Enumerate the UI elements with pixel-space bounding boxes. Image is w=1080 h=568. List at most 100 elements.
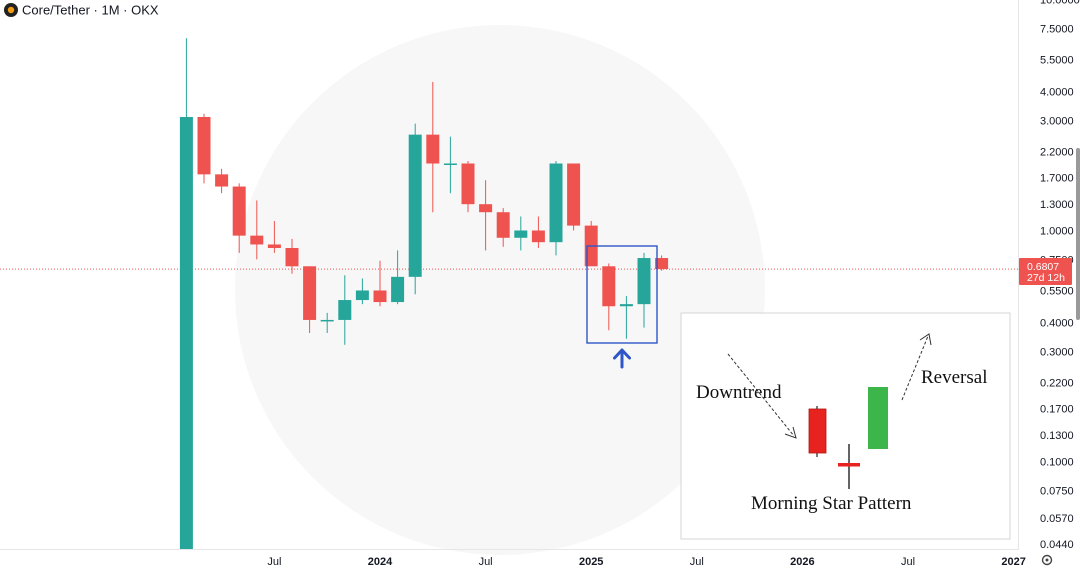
y-tick-label: 0.1000 (1040, 457, 1074, 469)
candle-body (250, 235, 264, 245)
y-axis: 10.0000 7.5000 5.5000 4.0000 3.0000 2.2000 1.7… (1040, 0, 1080, 551)
candle-body (637, 258, 651, 305)
candle-body (232, 186, 246, 236)
candle-2024-05 (443, 136, 457, 194)
highlight-box (586, 245, 658, 344)
candle-2024-01 (373, 260, 387, 307)
candle-body (303, 266, 317, 320)
y-tick-label: 0.3000 (1040, 346, 1074, 358)
price-badge-value: 0.6807 (1027, 261, 1059, 273)
candle-body (408, 134, 422, 277)
candle-body (567, 163, 581, 226)
y-tick-label: 0.0440 (1040, 539, 1074, 551)
downtrend-arrow-line (727, 353, 795, 437)
label-morning-star-pattern: Morning Star Pattern (751, 493, 912, 514)
y-tick-label: 1.3000 (1040, 199, 1074, 211)
candle-body (443, 163, 457, 166)
candles (179, 38, 669, 549)
y-tick-label: 0.2200 (1040, 377, 1074, 389)
label-downtrend: Downtrend (696, 382, 782, 403)
y-tick-label: 0.1300 (1040, 430, 1074, 442)
candle-2024-07 (479, 180, 493, 251)
candle-body (426, 134, 440, 164)
candle-body (320, 319, 334, 322)
x-tick-label: Jul (479, 556, 493, 568)
candle-body (355, 290, 369, 301)
x-tick-label: 2027 (1001, 556, 1025, 568)
candle-2024-12 (567, 163, 581, 231)
inset-bear-candle (808, 406, 827, 457)
candle-2025-05 (655, 255, 669, 271)
candle-2025-02 (602, 263, 616, 331)
settings-gear-icon[interactable] (1041, 554, 1053, 566)
y-tick-label: 0.1700 (1040, 403, 1074, 415)
candle-body (514, 230, 528, 238)
y-tick-label: 0.0750 (1040, 485, 1074, 497)
candle-body (619, 304, 633, 307)
candle-2023-09 (303, 266, 317, 333)
label-reversal: Reversal (921, 367, 987, 388)
candle-2023-05 (232, 183, 246, 253)
y-tick-label: 1.0000 (1040, 226, 1074, 238)
candle-2024-06 (461, 160, 475, 213)
candle-2023-04 (215, 168, 229, 194)
candle-body (285, 247, 299, 267)
candle-body (391, 276, 405, 303)
candle-2023-02 (179, 38, 193, 549)
symbol-title: Core/Tether · 1M · OKX (22, 3, 159, 18)
candle-2024-08 (496, 208, 510, 247)
candle-body (179, 116, 193, 549)
candle-2024-09 (514, 216, 528, 251)
y-tick-label: 4.0000 (1040, 86, 1074, 98)
candle-body (338, 300, 352, 320)
candle-2024-02 (391, 250, 405, 305)
x-tick-label: 2024 (368, 556, 393, 568)
y-tick-label: 7.5000 (1040, 23, 1074, 35)
candle-2024-11 (549, 160, 563, 256)
x-tick-label: Jul (267, 556, 281, 568)
candle-body (479, 204, 493, 213)
symbol-header[interactable]: Core/Tether · 1M · OKX (4, 3, 159, 18)
core-coin-icon (4, 3, 18, 17)
candle-2024-04 (426, 81, 440, 213)
y-tick-label: 0.0570 (1040, 513, 1074, 525)
candle-2023-12 (355, 278, 369, 305)
y-tick-label: 2.2000 (1040, 146, 1074, 158)
candle-body (602, 266, 616, 307)
candle-2023-11 (338, 275, 352, 345)
watermark-logo (235, 25, 765, 555)
x-tick-label: Jul (901, 556, 915, 568)
candle-body (215, 174, 229, 187)
inset-bull-candle (868, 387, 888, 449)
candle-body (655, 258, 669, 270)
y-tick-label: 5.5000 (1040, 54, 1074, 66)
price-badge-countdown: 27d 12h (1027, 272, 1065, 284)
candle-body (496, 212, 510, 238)
x-tick-label: Jul (690, 556, 704, 568)
y-tick-label: 1.7000 (1040, 172, 1074, 184)
candle-body (267, 244, 281, 248)
reversal-arrow-head (919, 333, 932, 346)
candle-2025-03 (619, 296, 633, 339)
y-tick-label: 0.5500 (1040, 285, 1074, 297)
candle-body (549, 163, 563, 243)
candle-2023-07 (267, 220, 281, 253)
y-tick-label: 0.4000 (1040, 317, 1074, 329)
y-tick-label: 10.0000 (1040, 0, 1080, 7)
candle-body (373, 290, 387, 303)
candle-body (461, 163, 475, 205)
candle-2023-06 (250, 200, 264, 260)
x-tick-label: 2026 (790, 556, 814, 568)
candle-2023-08 (285, 238, 299, 274)
morning-star-inset: Downtrend Reversal Morning Star Pattern (680, 312, 1011, 540)
candle-2024-03 (408, 123, 422, 295)
scrollbar[interactable] (1076, 148, 1080, 320)
candle-2024-10 (531, 216, 545, 248)
x-tick-label: 2025 (579, 556, 603, 568)
candle-2023-10 (320, 312, 334, 333)
reversal-arrow-line (901, 335, 929, 401)
up-arrow-icon (613, 348, 631, 369)
inset-doji-candle (838, 444, 860, 489)
x-axis: Jul 2024 Jul 2025 Jul 2026 Jul 2027 (267, 556, 1025, 568)
